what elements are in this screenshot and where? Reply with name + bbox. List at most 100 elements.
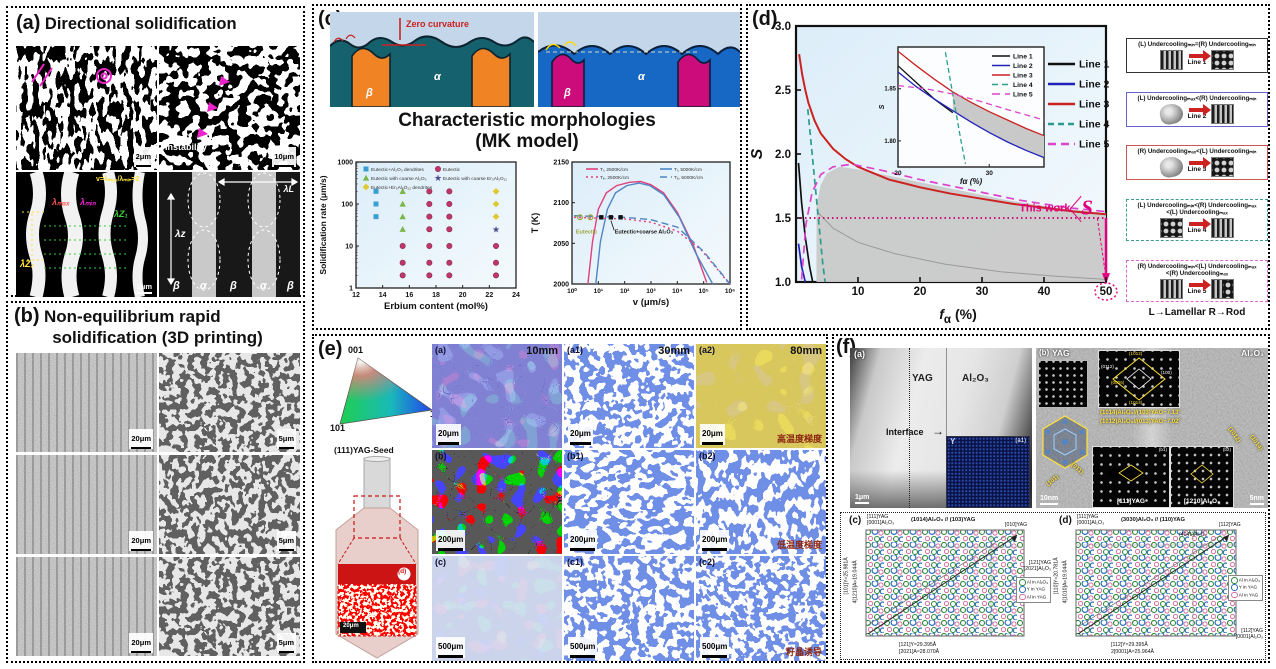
- svg-text:S: S: [749, 148, 766, 159]
- lambda-max-label: λₘₐₓ: [52, 197, 70, 207]
- scale-label: 1μm: [855, 493, 870, 501]
- scale-bar: 20μm: [568, 424, 593, 445]
- svg-text:10⁵: 10⁵: [699, 288, 709, 295]
- scale-bar: 20μm: [129, 632, 153, 653]
- ebsd-cell-label: (b2): [699, 451, 716, 461]
- morphology-transition: Line 5: [1129, 279, 1265, 299]
- seed-crystal-schematic: (111)YAG-Seed (d) 20μm: [324, 440, 432, 662]
- ebsd-map-cell: (c) 500μm: [432, 556, 562, 661]
- line-ref-label: Line 3: [1187, 166, 1207, 174]
- alumina-region-label: Al₂O₃: [1241, 348, 1264, 358]
- scale-label: 20μm: [438, 429, 459, 439]
- struct-d-title: (3030)Al₂O₃ // (110)YAG: [1121, 517, 1186, 523]
- sem-3dprint-high-mag-2: 5μm: [159, 455, 300, 554]
- struct-d-left1: [110]Y≈20.781Å: [1053, 557, 1060, 595]
- red-arrow-icon: [1189, 218, 1212, 231]
- sem-3dprint-low-mag-1: 20μm: [16, 353, 157, 452]
- line-ref-label: Line 2: [1187, 112, 1207, 120]
- sem-3dprint-high-mag-1: 5μm: [159, 353, 300, 452]
- svg-text:10: 10: [345, 244, 353, 251]
- svg-text:30: 30: [976, 286, 989, 298]
- lambda-z1-label: λZ₁: [114, 209, 128, 219]
- svg-text:2.0: 2.0: [775, 149, 791, 161]
- lambda-z2-label: λZ₂: [20, 258, 34, 269]
- struct-d-lattice: [1075, 529, 1237, 637]
- interface-arrow-icon: →: [932, 424, 944, 438]
- al-alumina-dot-icon: [1231, 577, 1238, 584]
- orientation-relation-1: (1014)Al₂O₃//(103)YAG~7.13°: [1100, 410, 1181, 416]
- scale-label: 5μm: [278, 535, 294, 545]
- interface-label: Interface: [886, 427, 924, 437]
- legend-row: Al in Al₂O₃: [1019, 579, 1048, 586]
- pattern-thumb-mixed: [1211, 279, 1235, 299]
- svg-text:18: 18: [432, 292, 440, 299]
- struct-c-bottom1: [121]Y≈29.395Å: [899, 642, 937, 649]
- undercooling-condition-box: (R) Undercoolingₘₐₓ<(L) Undercoolingₘᵢₙ L…: [1126, 145, 1268, 181]
- svg-text:fα (%): fα (%): [960, 177, 983, 186]
- tem-interface-image: (a) YAG Al₂O₃ Interface → 1μm Y (a1): [850, 348, 1032, 508]
- scale-bar-line: [570, 442, 591, 445]
- struct-c-left2: 4[1210]A≈19.044Å: [852, 560, 859, 604]
- distance-label: 30mm: [658, 345, 690, 357]
- lambda-L-label: λL: [283, 184, 294, 194]
- ebsd-map-cell: (c1) 500μm: [564, 556, 694, 661]
- panel-c-title-line1: Characteristic morphologies: [398, 110, 656, 131]
- svg-text:1: 1: [349, 286, 353, 293]
- red-arrow-icon: [1189, 279, 1212, 291]
- scale-label: 5μm: [278, 637, 294, 647]
- svg-text:Eutectic with coarse Al₂O₃: Eutectic with coarse Al₂O₃: [371, 176, 427, 182]
- beta-label: β: [366, 87, 373, 99]
- pattern-thumb-lamellar: [1159, 279, 1183, 299]
- svg-text:30: 30: [986, 170, 994, 177]
- seed-scale-label: 20μm: [343, 623, 359, 629]
- lamellae-schematic-image: λL λz β α β α β: [159, 172, 300, 297]
- scale-bar: 5μm: [276, 428, 296, 449]
- svg-text:10³: 10³: [646, 288, 656, 295]
- legend-label: Y in YAG: [1238, 584, 1258, 590]
- ebsd-map-cell: (a1) 30mm 20μm: [564, 344, 694, 448]
- eds-element-label: Y: [950, 437, 956, 446]
- svg-text:2000: 2000: [553, 282, 569, 289]
- al-yag-dot-icon: [1019, 593, 1026, 601]
- ebsd-cell-label: (a2): [699, 345, 716, 355]
- red-arrow-icon: [1189, 50, 1212, 63]
- svg-text:2100: 2100: [553, 200, 569, 207]
- d-xaxis-label: fα (%): [939, 306, 977, 326]
- scale-bar: 20μm: [129, 428, 153, 449]
- svg-text:Line 2: Line 2: [1013, 63, 1033, 70]
- scale-bar: 200μm: [436, 530, 466, 551]
- svg-text:Tᵢ, 5000K/cm: Tᵢ, 5000K/cm: [674, 167, 702, 173]
- scale-label: 20μm: [131, 535, 151, 545]
- scale-bar: 10μm: [272, 146, 296, 167]
- line-ref-label: Line 1: [1187, 59, 1207, 67]
- legend-label: Al in YAG: [1238, 592, 1259, 598]
- svg-text:v (μm/s): v (μm/s): [633, 297, 669, 308]
- panel-divider-dotted-line: [909, 348, 910, 508]
- sem-3dprint-high-mag-3: 5μm: [159, 557, 300, 656]
- ebsd-cell-label: (b): [435, 451, 447, 461]
- panel-a-title: Directional solidification: [44, 15, 237, 33]
- zero-curvature-label: Zero curvature: [406, 19, 470, 29]
- scale-label: 10μm: [274, 151, 294, 161]
- scale-bar-line: [438, 655, 464, 658]
- ebsd-map-cell: (b) 200μm: [432, 450, 562, 554]
- diffraction-spots: [1171, 447, 1233, 507]
- phase-beta-2: β: [230, 280, 237, 293]
- distance-label: 10mm: [526, 345, 558, 357]
- panel-a-header: (a) Directional solidification: [16, 12, 237, 35]
- panel-b-header: (b) Non-equilibrium rapid solidification…: [14, 305, 301, 348]
- svg-text:20: 20: [894, 170, 902, 177]
- eds-inset-label: (a1): [1015, 438, 1026, 444]
- ebsd-map-cell: (a) 10mm 20μm: [432, 344, 562, 448]
- scale-label: 5nm: [1249, 494, 1264, 502]
- alumina-region-label: Al₂O₃: [962, 373, 989, 384]
- scale-label: 20μm: [702, 429, 723, 439]
- scale-bar-line: [274, 164, 294, 167]
- svg-text:Tₑ, 2500K/cm: Tₑ, 2500K/cm: [600, 175, 629, 181]
- svg-text:Eutectic: Eutectic: [576, 230, 597, 236]
- scale-bar-line: [702, 655, 728, 658]
- pattern-thumb-rod: [1211, 157, 1235, 178]
- svg-text:2.5: 2.5: [775, 85, 792, 97]
- svg-text:Eutectic: Eutectic: [443, 167, 461, 173]
